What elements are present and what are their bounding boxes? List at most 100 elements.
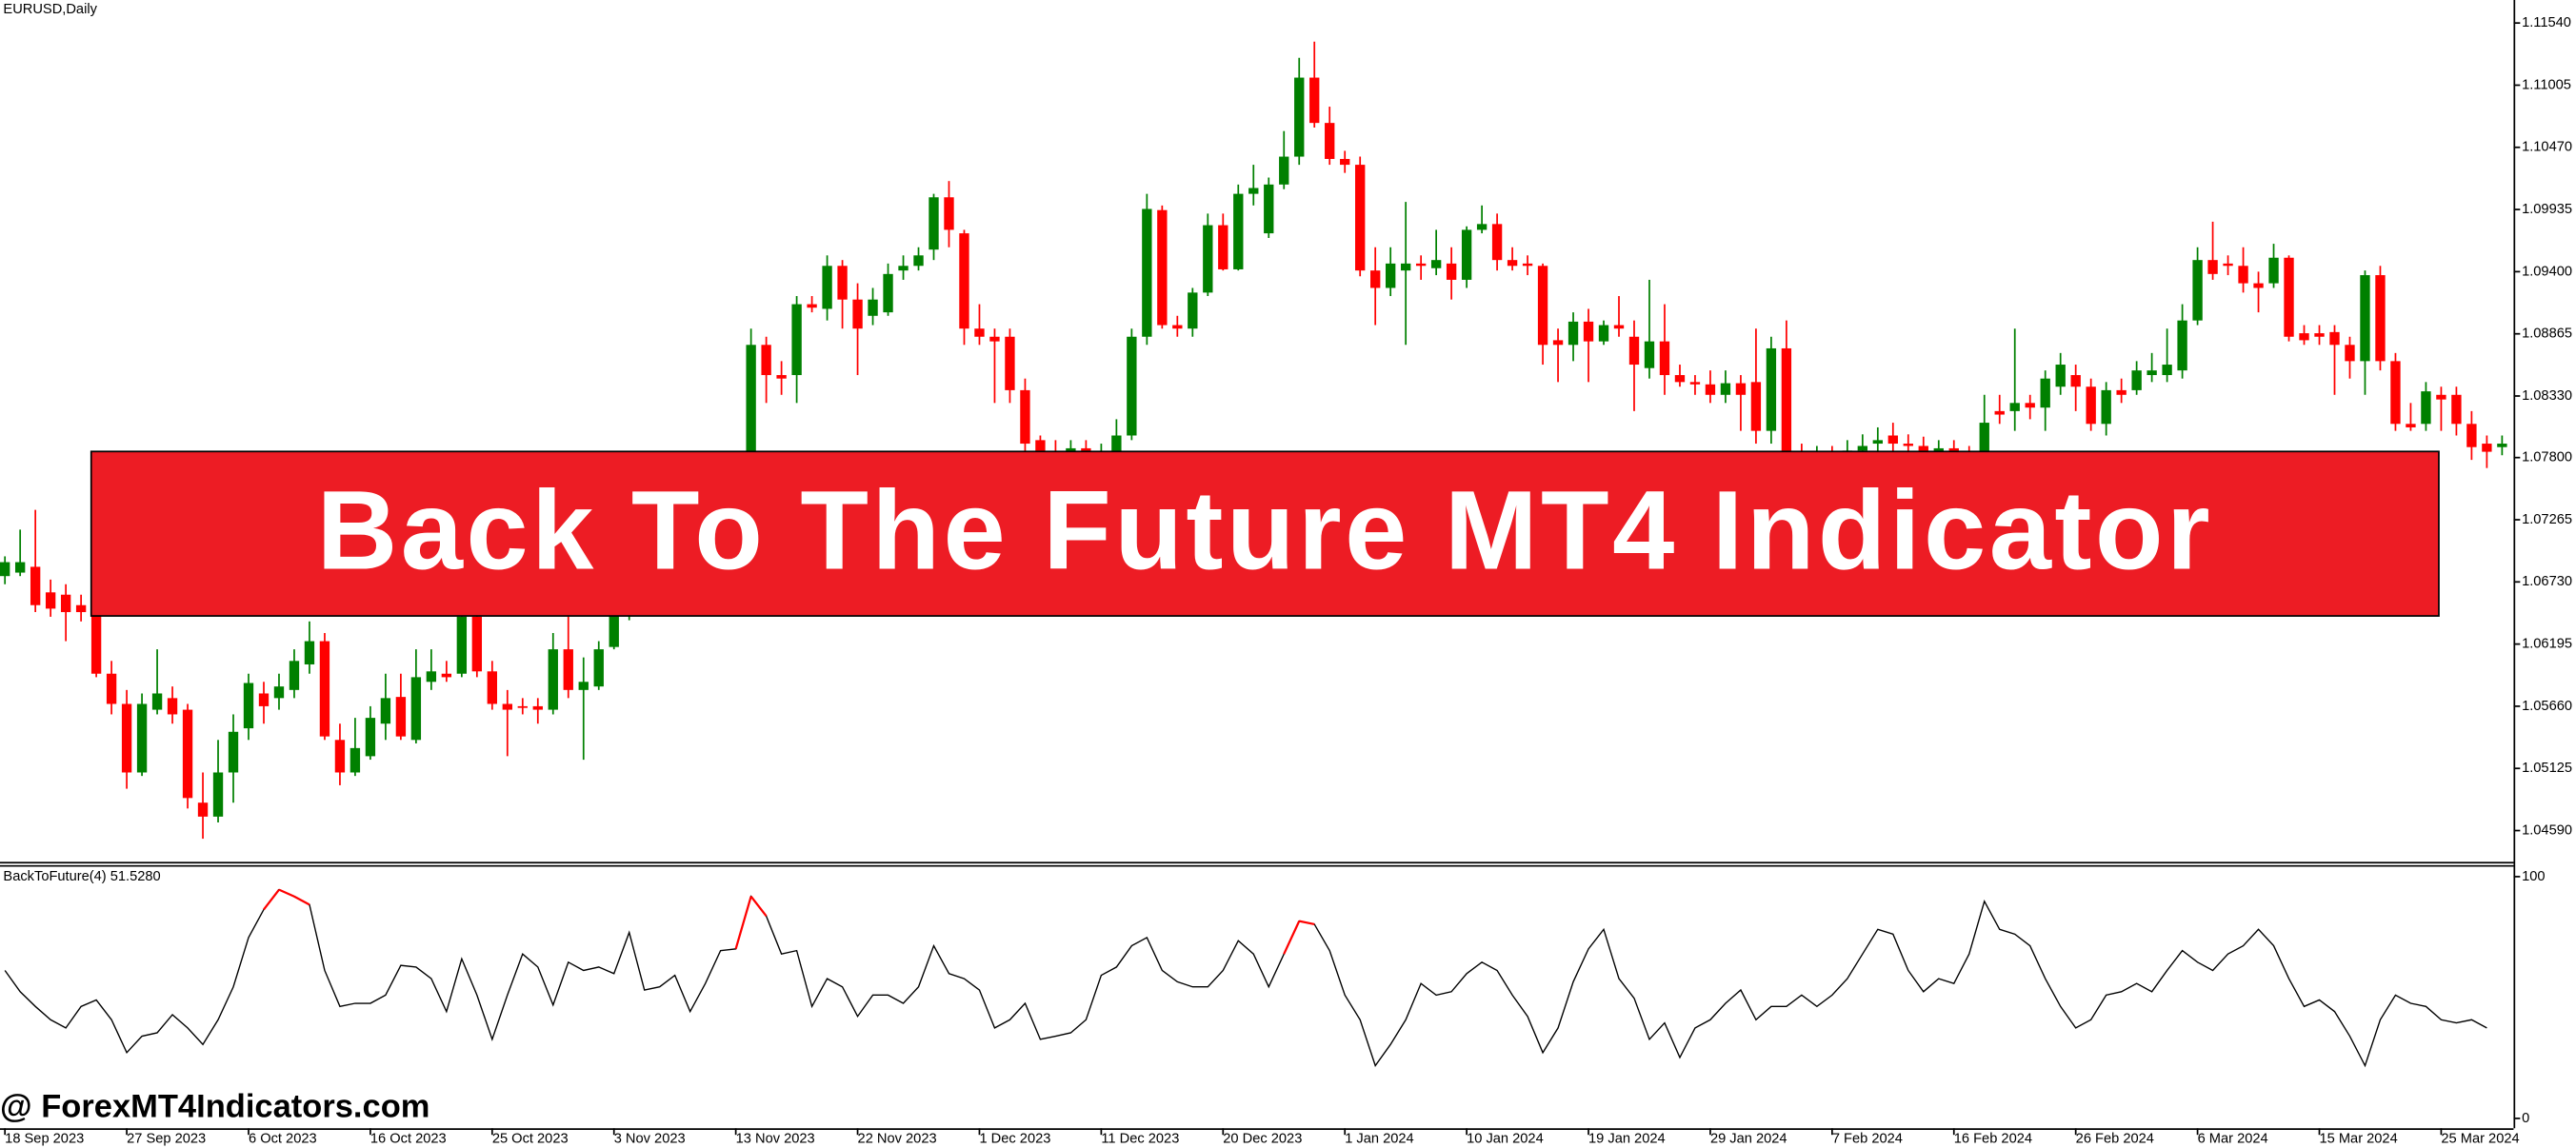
- candle-body: [1568, 321, 1579, 346]
- candle-body: [1370, 270, 1381, 288]
- candle-body: [532, 705, 543, 710]
- x-tick-label: 18 Sep 2023: [5, 1131, 84, 1146]
- x-tick-label: 1 Jan 2024: [1345, 1131, 1413, 1146]
- x-tick-label: 27 Sep 2023: [127, 1131, 206, 1146]
- candle-body: [2116, 389, 2127, 395]
- candle-body: [1872, 440, 1883, 445]
- y-tick-label: 1.04590: [2522, 822, 2572, 838]
- x-tick-label: 19 Jan 2024: [1588, 1131, 1666, 1146]
- candle-body: [1705, 384, 1716, 395]
- candle-body: [1172, 325, 1183, 329]
- candle-body: [1355, 165, 1366, 271]
- candle-body: [258, 693, 270, 706]
- candle-body: [1857, 445, 1868, 451]
- candle-body: [2055, 365, 2066, 387]
- candle-body: [1461, 229, 1472, 280]
- candle-body: [2207, 260, 2218, 274]
- signal-segment: [293, 895, 310, 906]
- candle-body: [182, 709, 193, 799]
- signal-segment: [749, 896, 768, 918]
- banner-box: [90, 450, 2440, 617]
- candle-body: [1188, 292, 1198, 329]
- candle-body: [395, 697, 407, 737]
- candle-body: [1766, 347, 1777, 431]
- candle-body: [1994, 410, 2005, 415]
- y-tick-label: 0: [2522, 1111, 2529, 1126]
- y-tick-label: 1.05660: [2522, 699, 2572, 714]
- x-tick-label: 7 Feb 2024: [1832, 1131, 1903, 1146]
- candle-body: [75, 604, 87, 613]
- x-tick-label: 1 Dec 2023: [979, 1131, 1050, 1146]
- candle-body: [1430, 260, 1442, 268]
- candle-body: [2375, 275, 2386, 362]
- candle-body: [1035, 440, 1046, 452]
- candle-body: [2131, 370, 2142, 390]
- candle-body: [2025, 403, 2035, 408]
- candle-body: [2345, 345, 2355, 362]
- x-tick-label: 15 Mar 2024: [2320, 1131, 2398, 1146]
- candle-body: [304, 641, 315, 664]
- candle-body: [1279, 156, 1289, 185]
- candle-body: [2101, 389, 2111, 425]
- candle-body: [944, 197, 954, 230]
- y-tick-label: 1.08330: [2522, 388, 2572, 404]
- y-tick-label: 1.07800: [2522, 450, 2572, 465]
- candle-body: [228, 731, 239, 773]
- candle-body: [426, 671, 437, 683]
- candle-body: [1491, 224, 1503, 261]
- candle-body: [212, 772, 224, 817]
- candle-body: [1522, 263, 1533, 267]
- candle-body: [2299, 333, 2309, 341]
- candle-body: [2238, 266, 2248, 284]
- candle-body: [2421, 391, 2431, 425]
- candle-body: [2086, 386, 2096, 425]
- y-tick-label: 1.09935: [2522, 202, 2572, 217]
- candle-body: [563, 649, 573, 690]
- candle-body: [2451, 394, 2462, 425]
- candle-body: [1689, 382, 1701, 385]
- candle-body: [1552, 340, 1564, 346]
- candle-body: [1142, 208, 1152, 337]
- candle-body: [14, 562, 26, 573]
- candle-body: [1476, 224, 1488, 230]
- candle-body: [1005, 336, 1015, 390]
- candle-body: [2223, 263, 2233, 267]
- candle-body: [1157, 209, 1168, 326]
- candle-body: [2253, 283, 2264, 288]
- candle-body: [1659, 341, 1670, 376]
- signal-segment: [1299, 920, 1315, 926]
- candle-body: [1918, 445, 1928, 452]
- candle-body: [349, 747, 361, 773]
- candle-body: [1613, 325, 1625, 329]
- candle-body: [0, 562, 10, 577]
- candle-body: [2284, 257, 2294, 337]
- candle-body: [1750, 382, 1762, 431]
- candle-body: [2436, 394, 2446, 400]
- indicator-line: [4, 888, 2487, 1068]
- candle-body: [410, 677, 422, 741]
- y-tick-label: 100: [2522, 869, 2545, 884]
- candle-body: [1203, 225, 1213, 293]
- candle-body: [60, 594, 71, 613]
- indicator-title: BackToFuture(4) 51.5280: [3, 869, 160, 884]
- candle-body: [365, 718, 376, 757]
- candle-body: [837, 266, 848, 300]
- candle-body: [1020, 389, 1030, 445]
- candle-body: [883, 273, 893, 313]
- candle-body: [441, 673, 452, 678]
- candle-body: [1294, 77, 1305, 157]
- candle-body: [1903, 444, 1913, 446]
- candle-body: [1979, 423, 1989, 452]
- x-tick-label: 25 Mar 2024: [2441, 1131, 2519, 1146]
- candle-body: [929, 197, 939, 250]
- x-tick-label: 6 Oct 2023: [249, 1131, 317, 1146]
- watermark: @ ForexMT4Indicators.com: [0, 1089, 429, 1125]
- candle-body: [106, 673, 117, 704]
- candle-body: [2466, 424, 2477, 447]
- candle-body: [1340, 158, 1350, 166]
- candle-body: [868, 299, 878, 316]
- signal-segment: [263, 888, 280, 911]
- y-tick-label: 1.07265: [2522, 512, 2572, 527]
